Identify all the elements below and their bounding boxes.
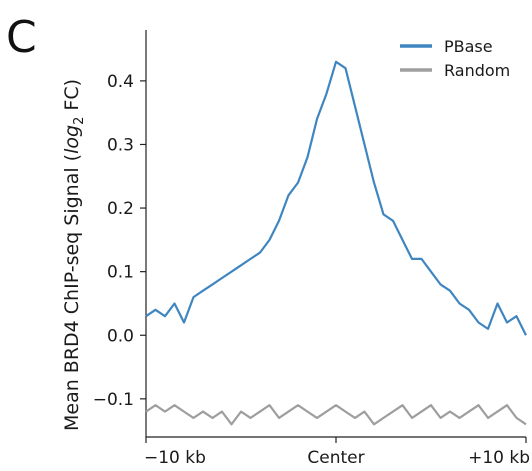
series-line-random: [145, 404, 527, 426]
y-axis-title-main: Mean BRD4 ChIP-seq Signal (: [61, 154, 83, 431]
y-tick-label: 0.2: [107, 199, 134, 219]
x-tick-label: −10 kb: [144, 448, 206, 468]
y-tick-label: 0.1: [107, 263, 134, 283]
y-tick-label: 0.0: [107, 326, 134, 346]
series-layer: [145, 60, 527, 426]
y-axis-title: Mean BRD4 ChIP-seq Signal (log2 FC): [61, 79, 87, 431]
y-axis-title-sub: 2: [72, 117, 87, 125]
legend-label-pbase: PBase: [444, 37, 493, 56]
y-axis-title-tail: FC): [61, 79, 83, 117]
x-tick-label: +10 kb: [468, 448, 530, 468]
y-tick-label: 0.4: [107, 72, 134, 92]
y-tick-label: 0.3: [107, 135, 134, 155]
panel-letter: C: [6, 12, 37, 63]
axes: −0.1 0.0 0.1 0.2 0.3 0.4 −10 kb Center +10 kb: [93, 30, 530, 468]
y-tick-label: −0.1: [93, 390, 134, 410]
legend: PBase Random: [400, 37, 510, 80]
series-line-pbase: [145, 60, 527, 336]
y-axis-title-italic: log: [61, 125, 83, 154]
legend-label-random: Random: [444, 61, 510, 80]
x-tick-label: Center: [307, 448, 364, 468]
